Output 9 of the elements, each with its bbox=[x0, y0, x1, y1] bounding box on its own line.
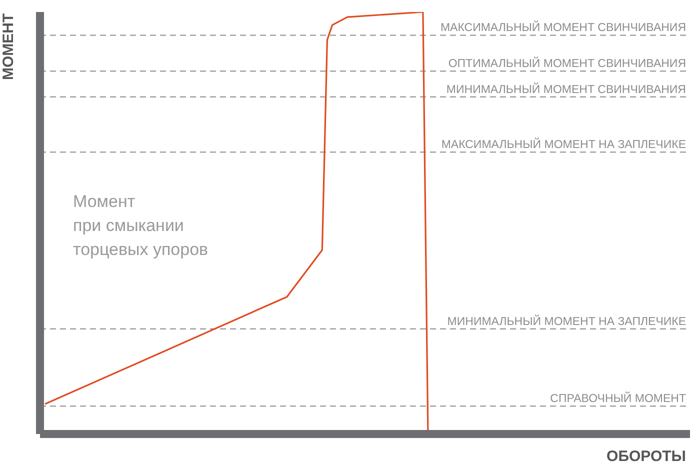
y-axis-title: МОМЕНТ bbox=[0, 13, 18, 80]
x-axis-title: ОБОРОТЫ bbox=[606, 448, 686, 465]
ref-line-label: МИНИМАЛЬНЫЙ МОМЕНТ НА ЗАПЛЕЧИКЕ bbox=[447, 314, 686, 328]
ref-line-label: СПРАВОЧНЫЙ МОМЕНТ bbox=[550, 391, 686, 406]
ref-line-label: МАКСИМАЛЬНЫЙ МОМЕНТ НА ЗАПЛЕЧИКЕ bbox=[441, 137, 686, 152]
ref-line-label: МИНИМАЛЬНЫЙ МОМЕНТ СВИНЧИВАНИЯ bbox=[446, 82, 686, 96]
annotation: Момент при смыкании торцевых упоров bbox=[73, 191, 208, 261]
ref-line-label: ОПТИМАЛЬНЫЙ МОМЕНТ СВИНЧИВАНИЯ bbox=[448, 56, 686, 70]
ref-line-label: МАКСИМАЛЬНЫЙ МОМЕНТ СВИНЧИВАНИЯ bbox=[440, 20, 686, 34]
